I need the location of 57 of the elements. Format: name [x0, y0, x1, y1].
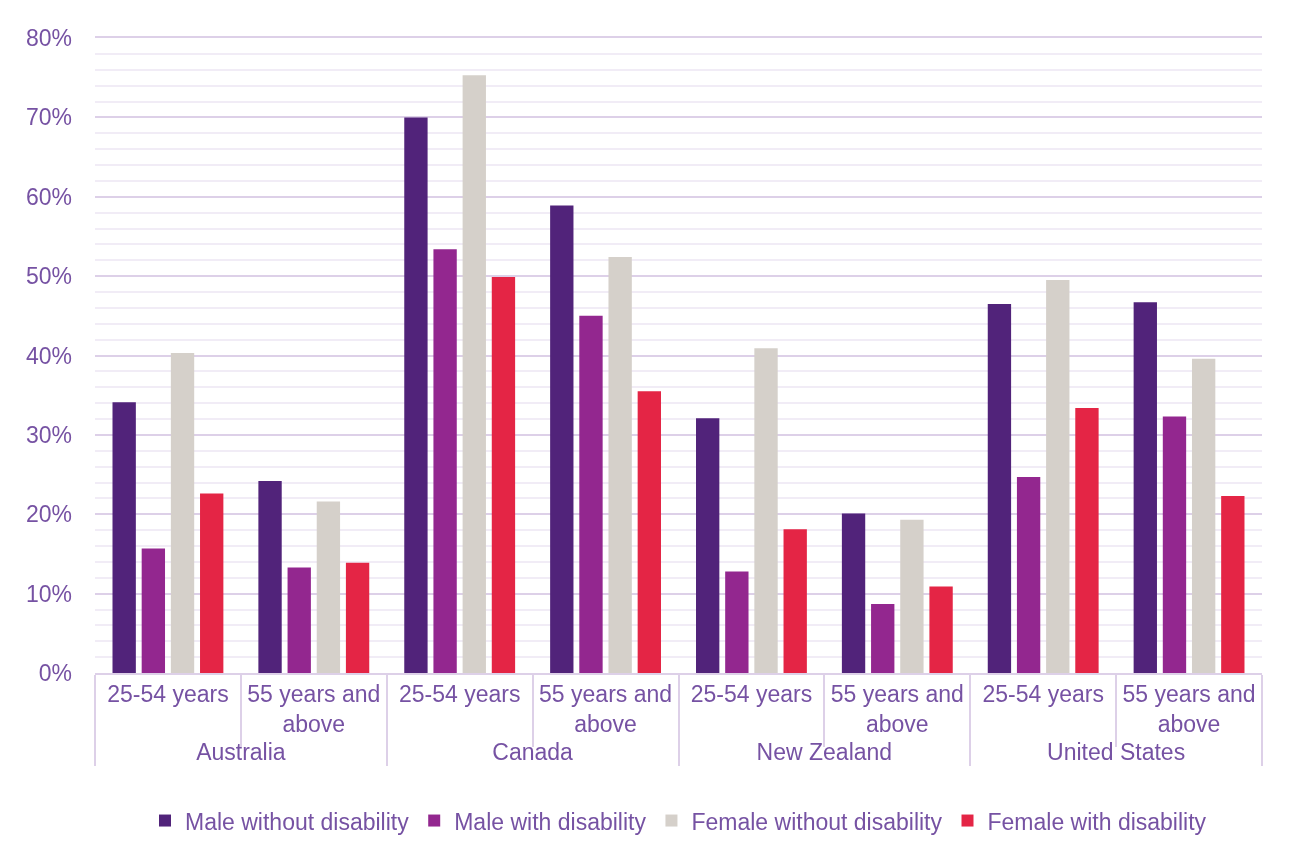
x-tick-label: 25-54 years — [398, 681, 521, 708]
bar — [433, 249, 457, 673]
bar — [987, 303, 1012, 673]
bar — [608, 257, 632, 673]
bar — [316, 501, 341, 673]
text: Australia — [196, 739, 286, 766]
bar — [1162, 416, 1187, 673]
bar — [462, 75, 486, 673]
bar — [1016, 476, 1041, 673]
bar — [112, 402, 136, 673]
bar — [579, 315, 603, 673]
bar — [637, 391, 661, 673]
bar — [287, 567, 311, 673]
y-tick-label: 20% — [25, 501, 72, 528]
x-tick-label: 55 years and above — [1122, 681, 1256, 738]
bar — [725, 571, 749, 673]
y-tick-label: 0% — [38, 660, 72, 687]
legend-label: Female without disability — [691, 808, 943, 835]
x-tick-label: 55 years and above — [539, 681, 673, 738]
bar — [491, 276, 516, 673]
y-tick-label: 10% — [25, 580, 72, 607]
bar — [783, 529, 807, 673]
y-tick-label: 80% — [25, 25, 72, 52]
text: New Zealand — [756, 739, 893, 766]
text: Canada — [492, 739, 574, 766]
bar — [929, 586, 953, 673]
bar — [258, 480, 282, 673]
y-tick-label: 50% — [25, 263, 72, 290]
bar — [900, 519, 924, 673]
bar — [1133, 302, 1157, 673]
bar — [1075, 407, 1099, 673]
bar — [345, 562, 370, 673]
legend-label: Male with disability — [454, 808, 647, 835]
y-tick-label: 70% — [25, 104, 72, 131]
bar — [696, 418, 720, 673]
x-tick-label: 25-54 years — [107, 681, 229, 708]
bar — [1046, 280, 1070, 673]
bar — [170, 353, 195, 673]
y-tick-label: 60% — [25, 183, 72, 210]
bar — [754, 348, 778, 673]
x-tick-label: 25-54 years — [690, 681, 813, 708]
legend-label: Female with disability — [987, 808, 1207, 835]
bar — [404, 117, 428, 673]
bar — [141, 548, 166, 673]
bar — [550, 205, 574, 673]
text: United States — [1047, 739, 1186, 766]
x-tick-label: 25-54 years — [982, 681, 1104, 708]
x-tick-label: 55 years and above — [830, 681, 964, 738]
bar — [1221, 495, 1245, 673]
bar — [871, 603, 895, 673]
bar — [1191, 358, 1216, 673]
x-tick-label: 55 years and above — [247, 681, 381, 738]
y-tick-label: 30% — [25, 421, 72, 448]
bar — [841, 513, 866, 673]
legend-label: Male without disability — [185, 808, 410, 835]
y-tick-label: 40% — [25, 342, 72, 369]
bar — [200, 493, 224, 673]
